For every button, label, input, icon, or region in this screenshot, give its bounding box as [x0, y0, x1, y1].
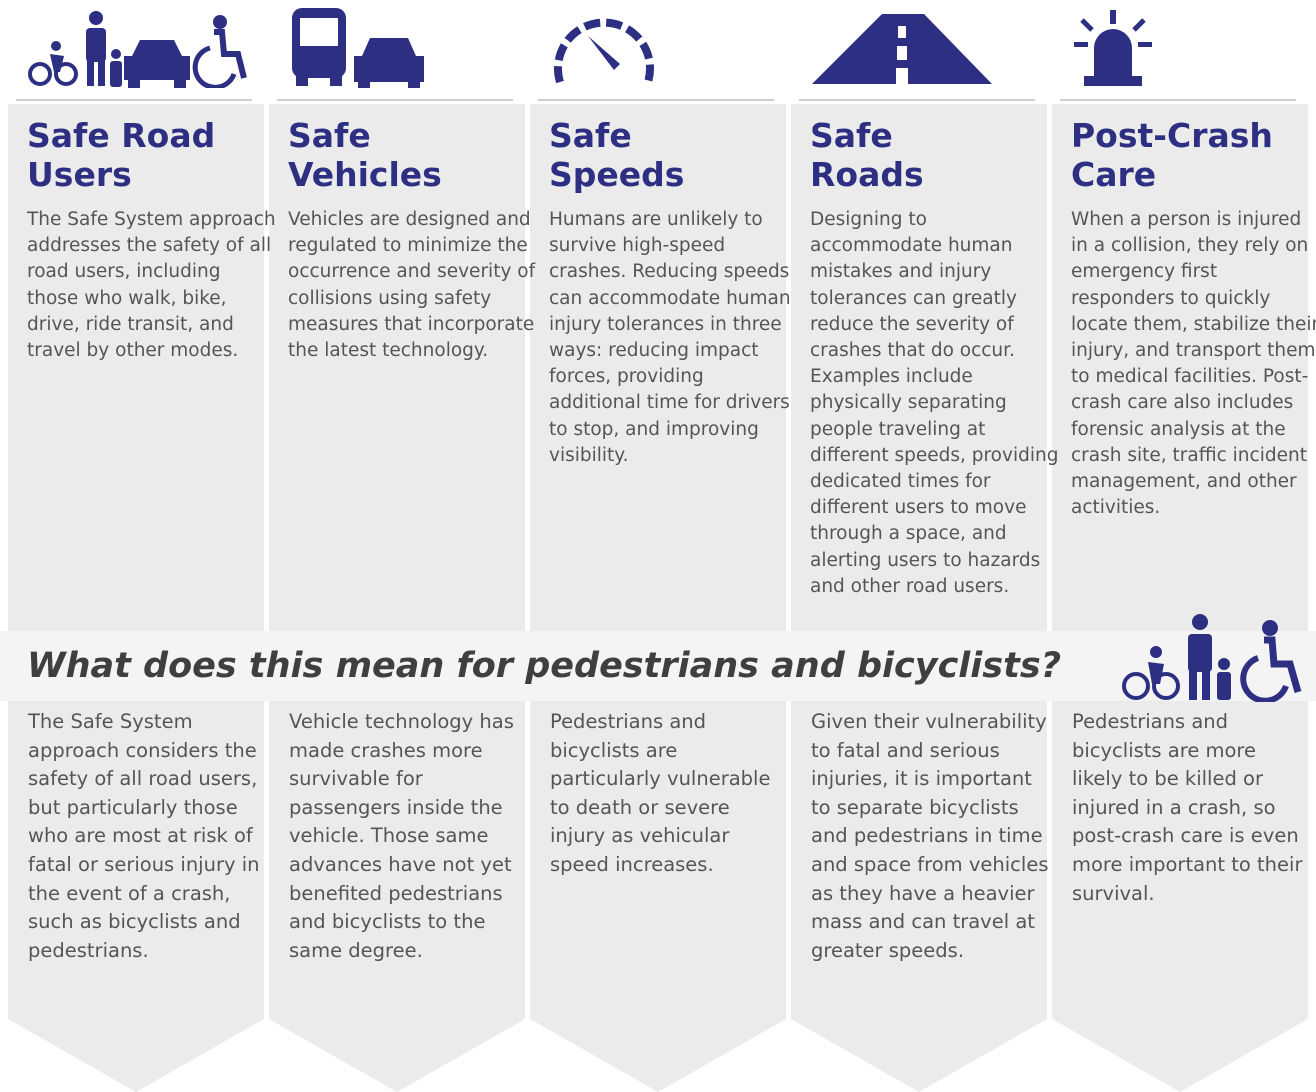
- column-panel: [530, 104, 786, 1092]
- icon-divider: [538, 99, 774, 101]
- vehicles-icon: [292, 8, 424, 88]
- column-detail: Pedestrians and bicyclists are more like…: [1072, 710, 1303, 905]
- icon-divider: [799, 99, 1035, 101]
- heading-line: Safe: [549, 116, 632, 155]
- column-panel: [269, 104, 525, 1092]
- siren-icon: [1074, 10, 1152, 86]
- heading-line: Speeds: [549, 155, 685, 194]
- column-text: The Safe System approach addresses the s…: [27, 209, 276, 362]
- column-detail: The Safe System approach considers the s…: [28, 710, 260, 962]
- column-detail: Pedestrians and bicyclists are particula…: [550, 710, 771, 876]
- speed-icon: [554, 18, 654, 84]
- column-text: When a person is injured in a collision,…: [1071, 209, 1316, 519]
- column-heading: Safe Roads: [810, 116, 924, 194]
- heading-line: Post-Crash: [1071, 116, 1273, 155]
- column-text: Vehicles are designed and regulated to m…: [288, 209, 536, 362]
- road-users-icon: [28, 11, 247, 88]
- road-icon: [812, 14, 992, 84]
- column-detail: Given their vulnerability to fatal and s…: [811, 710, 1049, 962]
- heading-line: Safe: [810, 116, 893, 155]
- column-heading: Post-Crash Care: [1071, 116, 1273, 194]
- banner-question: What does this mean for pedestrians and …: [27, 646, 1062, 686]
- column-heading: Safe Road Users: [27, 116, 215, 194]
- pedestrian-bicyclist-icon: [1122, 614, 1302, 702]
- column-heading: Safe Speeds: [549, 116, 684, 194]
- column-text: Designing to accommodate human mistakes …: [810, 209, 1059, 597]
- heading-line: Safe: [288, 116, 371, 155]
- heading-line: Safe Road: [27, 116, 216, 155]
- column-detail: Vehicle technology has made crashes more…: [289, 710, 514, 962]
- banner-band: [0, 631, 1316, 701]
- heading-line: Care: [1071, 155, 1157, 194]
- column-panel: [791, 104, 1047, 1092]
- icon-divider: [277, 99, 513, 101]
- heading-line: Users: [27, 155, 132, 194]
- icon-divider: [16, 99, 252, 101]
- column-panel: [1052, 104, 1308, 1092]
- column-panel: [8, 104, 264, 1092]
- column-heading: Safe Vehicles: [288, 116, 442, 194]
- icon-divider: [1060, 99, 1296, 101]
- column-text: Humans are unlikely to survive high-spee…: [549, 209, 791, 466]
- heading-line: Roads: [810, 155, 924, 194]
- heading-line: Vehicles: [288, 155, 442, 194]
